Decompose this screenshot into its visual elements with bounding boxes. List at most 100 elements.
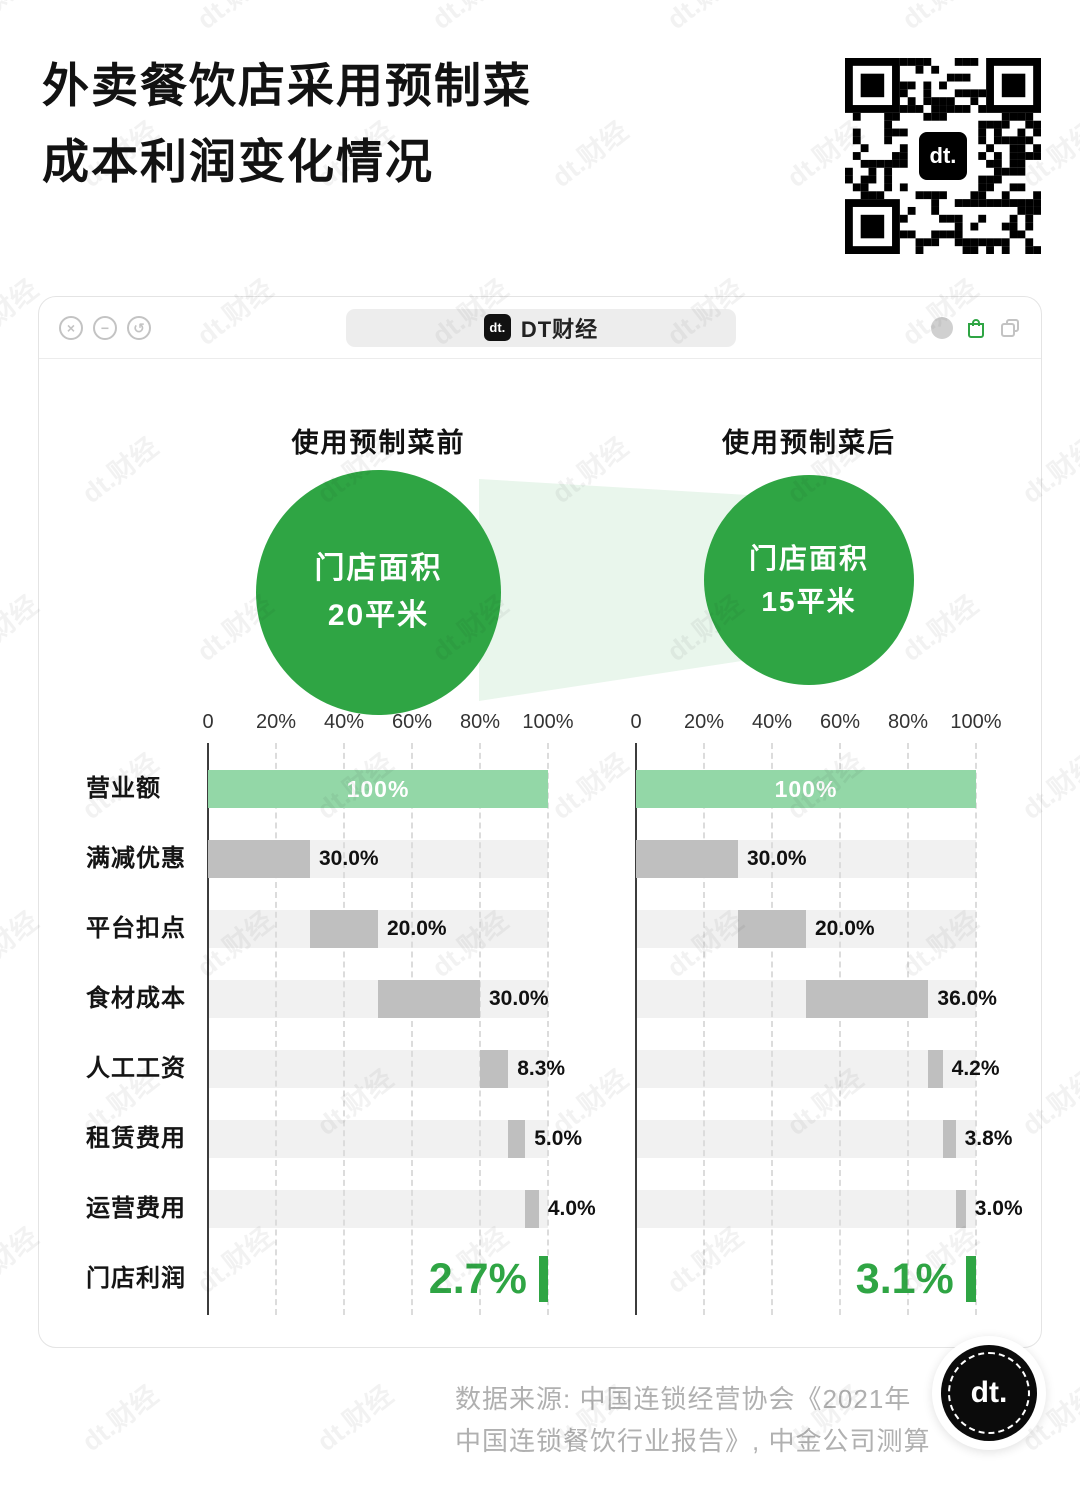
page-title-line2: 成本利润变化情况 (42, 135, 434, 189)
axis-tick: 80% (459, 711, 501, 733)
row-band (636, 1120, 976, 1158)
revenue-bar: 100% (208, 770, 548, 808)
dt-badge: dt. (932, 1336, 1046, 1450)
row-label-4: 人工工资 (86, 1055, 186, 1082)
windows-icon (1001, 318, 1019, 337)
profit-value: 2.7% (428, 1255, 527, 1303)
gridline (411, 743, 413, 1315)
watermark-text: dt.财经 (657, 0, 750, 37)
bag-icon (968, 318, 984, 338)
dt-badge-inner: dt. (941, 1345, 1037, 1441)
row-band (636, 910, 976, 948)
gridline (907, 743, 909, 1315)
axis-line (635, 743, 637, 1315)
bar-value-label: 8.3% (517, 1057, 566, 1080)
cost-bar (636, 840, 738, 878)
watermark-text: dt.财经 (0, 0, 45, 37)
cost-bar (480, 1050, 509, 1088)
page-title-line1: 外卖餐饮店采用预制菜 (42, 59, 532, 112)
gridline (771, 743, 773, 1315)
close-icon: × (59, 315, 83, 340)
watermark-text: dt.财经 (546, 115, 634, 194)
chart-card: × − ↺ dt. DT财经 使用预制菜前 使用预制菜后 门店面积 20平米 门… (38, 296, 1042, 1348)
axis-tick: 0 (630, 711, 642, 733)
minimize-icon: − (93, 315, 117, 340)
gridline (839, 743, 841, 1315)
qr-code: dt. (845, 58, 1041, 254)
axis-tick: 40% (751, 711, 793, 733)
row-label-6: 运营费用 (86, 1195, 186, 1222)
row-band (208, 1190, 548, 1228)
cost-bar (208, 840, 310, 878)
profit-bar (965, 1256, 977, 1302)
page-title: 外卖餐饮店采用预制菜 成本利润变化情况 (42, 48, 532, 200)
cost-bar (525, 1190, 539, 1228)
qr-pattern (845, 58, 1041, 254)
column-header-after: 使用预制菜后 (722, 428, 896, 458)
titlebar-right-icons (931, 316, 1021, 339)
cost-bar (955, 1190, 966, 1228)
data-source-line1: 数据来源: 中国连锁经营协会《2021年 (455, 1384, 912, 1414)
watermark-text: dt.财经 (892, 0, 985, 37)
bar-value-label: 30.0% (319, 847, 379, 870)
data-source-line2: 中国连锁餐饮行业报告》, 中金公司测算 (455, 1426, 931, 1457)
bar-value-label: 30.0% (747, 847, 807, 870)
bar-value-label: 20.0% (815, 917, 875, 940)
bar-value-label: 3.0% (974, 1197, 1023, 1220)
circle-before-line1: 门店面积 (314, 552, 443, 585)
axis-tick: 100% (950, 711, 1002, 733)
cost-bar (928, 1050, 943, 1088)
watermark-text: dt.财经 (311, 1379, 399, 1458)
profit-value: 3.1% (855, 1255, 954, 1303)
bar-value-label: 36.0% (937, 987, 997, 1010)
row-label-0: 营业额 (86, 775, 161, 802)
cost-bar (310, 910, 378, 948)
bar-value-label: 30.0% (489, 987, 549, 1010)
window-titlebar: × − ↺ dt. DT财经 (39, 297, 1041, 359)
axis-tick: 60% (391, 711, 433, 733)
waterfall-plot: 营业额 满减优惠 平台扣点 食材成本 人工工资 租赁费用 运营费用 门店利润 0 20% 40% 60… (39, 297, 1041, 1347)
axis-tick: 20% (255, 711, 297, 733)
bar-value-label: 20.0% (387, 917, 447, 940)
gridline (547, 743, 549, 1315)
row-band (636, 1050, 976, 1088)
circle-before-line2: 20平米 (327, 598, 430, 632)
bar-value-label: 3.8% (964, 1127, 1013, 1150)
dt-badge-logo: dt. (970, 1376, 1008, 1409)
row-label-3: 食材成本 (86, 985, 186, 1012)
refresh-icon: ↺ (127, 315, 151, 340)
axis-line (207, 743, 209, 1315)
row-band (636, 1190, 976, 1228)
cost-bar (806, 980, 929, 1018)
axis-tick: 100% (522, 711, 574, 733)
row-label-2: 平台扣点 (86, 915, 186, 942)
qr-logo: dt. (915, 128, 971, 184)
bar-value-label: 4.0% (547, 1197, 596, 1220)
row-band (208, 910, 548, 948)
store-area-circle-before: 门店面积 20平米 (256, 470, 501, 715)
data-source: 数据来源: 中国连锁经营协会《2021年 中国连锁餐饮行业报告》, 中金公司测算 (455, 1378, 930, 1462)
watermark-text: dt.财经 (76, 1379, 164, 1458)
watermark-text: dt.财经 (187, 0, 280, 37)
dt-logo-icon: dt. (483, 314, 511, 341)
bar-value-label: 4.2% (951, 1057, 1000, 1080)
axis-tick: 40% (323, 711, 365, 733)
watermark-text: dt.财经 (422, 0, 515, 37)
axis-tick: 80% (887, 711, 929, 733)
brand-pill: dt. DT财经 (346, 308, 736, 347)
gridline (703, 743, 705, 1315)
row-label-7: 门店利润 (86, 1265, 186, 1292)
gridline (275, 743, 277, 1315)
cost-bar (942, 1120, 956, 1158)
brand-name: DT财经 (520, 316, 599, 342)
revenue-bar: 100% (636, 770, 976, 808)
profit-bar (538, 1256, 548, 1302)
cost-bar (738, 910, 806, 948)
gridline (343, 743, 345, 1315)
axis-tick: 60% (819, 711, 861, 733)
cost-bar (508, 1120, 526, 1158)
column-header-before: 使用预制菜前 (291, 428, 466, 458)
cost-bar (378, 980, 480, 1018)
row-label-5: 租赁费用 (86, 1125, 186, 1152)
gridline (975, 743, 977, 1315)
